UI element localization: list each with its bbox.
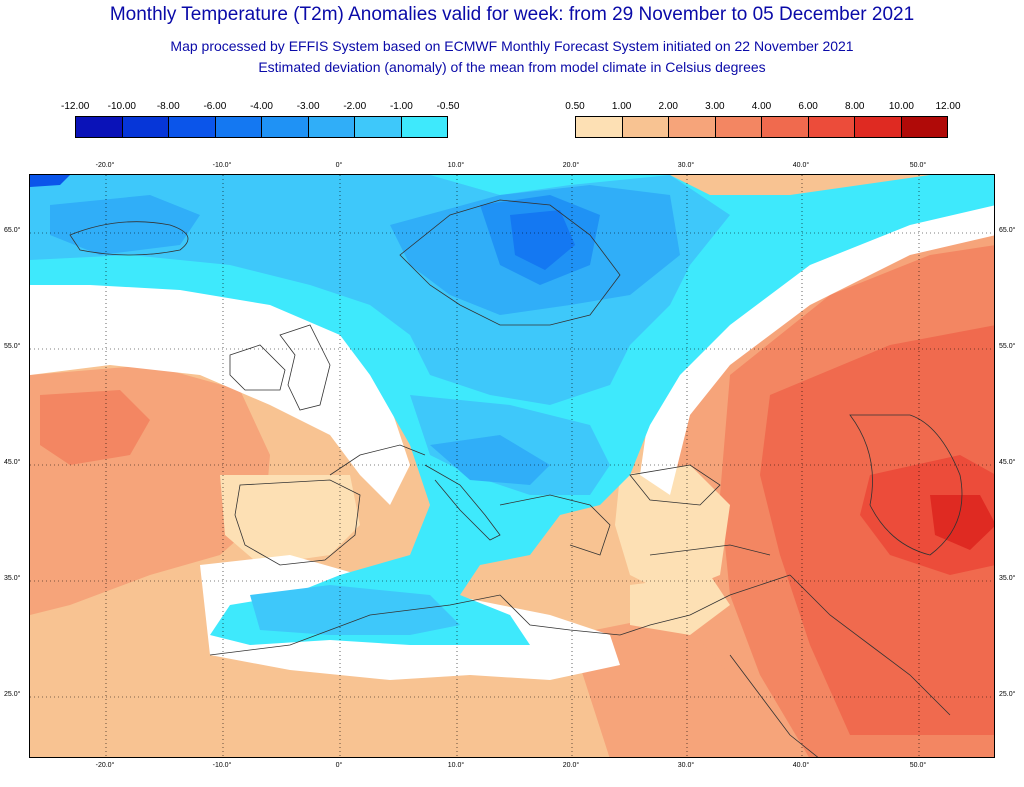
longitude-label-bottom: 30.0° [677,762,695,769]
longitude-label-bottom: 0° [335,762,343,769]
longitude-label-bottom: -20.0° [95,762,115,769]
longitude-label-top: 10.0° [447,162,465,169]
legend_warm-label: 0.50 [565,101,585,112]
longitude-label-top: -20.0° [95,162,115,169]
legend_cold-label: -0.50 [436,101,460,112]
longitude-label-top: 50.0° [909,162,927,169]
legend_warm-label: 1.00 [611,101,632,112]
legend_warm-swatch [901,117,947,137]
greenland-cold [30,175,70,187]
legend_warm-label: 4.00 [751,101,772,112]
legend_warm-swatch [622,117,669,137]
legend_warm-swatch [576,117,623,137]
legend_cold-swatch [215,117,262,137]
morocco-cold [250,585,460,635]
map-canvas [30,175,994,757]
latitude-label-right: 45.0° [999,459,1016,466]
longitude-label-top: 0° [335,162,343,169]
legend_cold-label: -10.00 [107,101,136,112]
legend_warm-swatch [669,117,716,137]
latitude-label-right: 35.0° [999,575,1016,582]
latitude-label-right: 55.0° [999,343,1016,350]
legend_cold-label: -3.00 [296,101,320,112]
legend_cold-swatch [401,117,447,137]
legend_cold-swatch [355,117,402,137]
legend_cold-swatch [308,117,355,137]
anomaly-map[interactable] [29,174,995,758]
latitude-label-left: 55.0° [4,343,21,350]
longitude-label-bottom: 40.0° [792,762,810,769]
atlantic-warm-core [40,390,150,465]
scandinavia-cold-core [510,210,575,270]
legend_cold-label: -4.00 [250,101,273,112]
legend_warm-label: 8.00 [845,101,865,112]
legend_cold-label: -6.00 [203,101,227,112]
legend_warm-swatch [808,117,855,137]
legend_warm-swatch [855,117,902,137]
latitude-label-left: 45.0° [4,459,21,466]
legend_cold-swatch [169,117,216,137]
alps-cold-core [430,435,550,485]
latitude-label-left: 35.0° [4,575,21,582]
legend_cold-swatch [76,117,123,137]
legend_cold-label: -12.00 [61,101,90,112]
legend-warm-bar [575,116,948,138]
map-subtitle-source: Map processed by EFFIS System based on E… [170,38,854,54]
legend_cold-swatch [122,117,169,137]
neutral-band-west [30,275,410,505]
legend_warm-label: 3.00 [705,101,725,112]
legend_warm-label: 2.00 [658,101,678,112]
legend_cold-label: -1.00 [389,101,413,112]
neutral-band-east [640,205,994,495]
legend_warm-label: 10.00 [888,101,914,112]
coastlines [69,199,963,757]
legend_warm-label: 12.00 [935,101,961,112]
iceland-cold [50,195,200,255]
legend_warm-swatch [715,117,762,137]
turkey-light-warm [630,575,730,635]
black-sea-light-warm [615,465,730,595]
legend_cold-label: -2.00 [343,101,367,112]
latitude-label-left: 25.0° [4,691,21,698]
longitude-label-bottom: 50.0° [909,762,927,769]
legend_warm-swatch [762,117,809,137]
longitude-label-top: -10.0° [212,162,232,169]
legend_warm-label: 6.00 [798,101,818,112]
longitude-label-top: 40.0° [792,162,810,169]
latitude-label-right: 25.0° [999,691,1016,698]
map-subtitle-units: Estimated deviation (anomaly) of the mea… [258,59,766,75]
longitude-label-bottom: 20.0° [562,762,580,769]
graticule [30,175,994,757]
longitude-label-top: 30.0° [677,162,695,169]
legend-cold-bar [75,116,448,138]
legend_cold-swatch [262,117,309,137]
map-title: Monthly Temperature (T2m) Anomalies vali… [109,4,915,25]
latitude-label-left: 65.0° [4,227,21,234]
longitude-label-bottom: 10.0° [447,762,465,769]
iberia-light-warm [220,475,360,565]
north-africa-warm [30,645,629,757]
longitude-label-top: 20.0° [562,162,580,169]
caspian-hottest-core [930,495,994,550]
legend_cold-label: -8.00 [156,101,180,112]
longitude-label-bottom: -10.0° [212,762,232,769]
latitude-label-right: 65.0° [999,227,1016,234]
